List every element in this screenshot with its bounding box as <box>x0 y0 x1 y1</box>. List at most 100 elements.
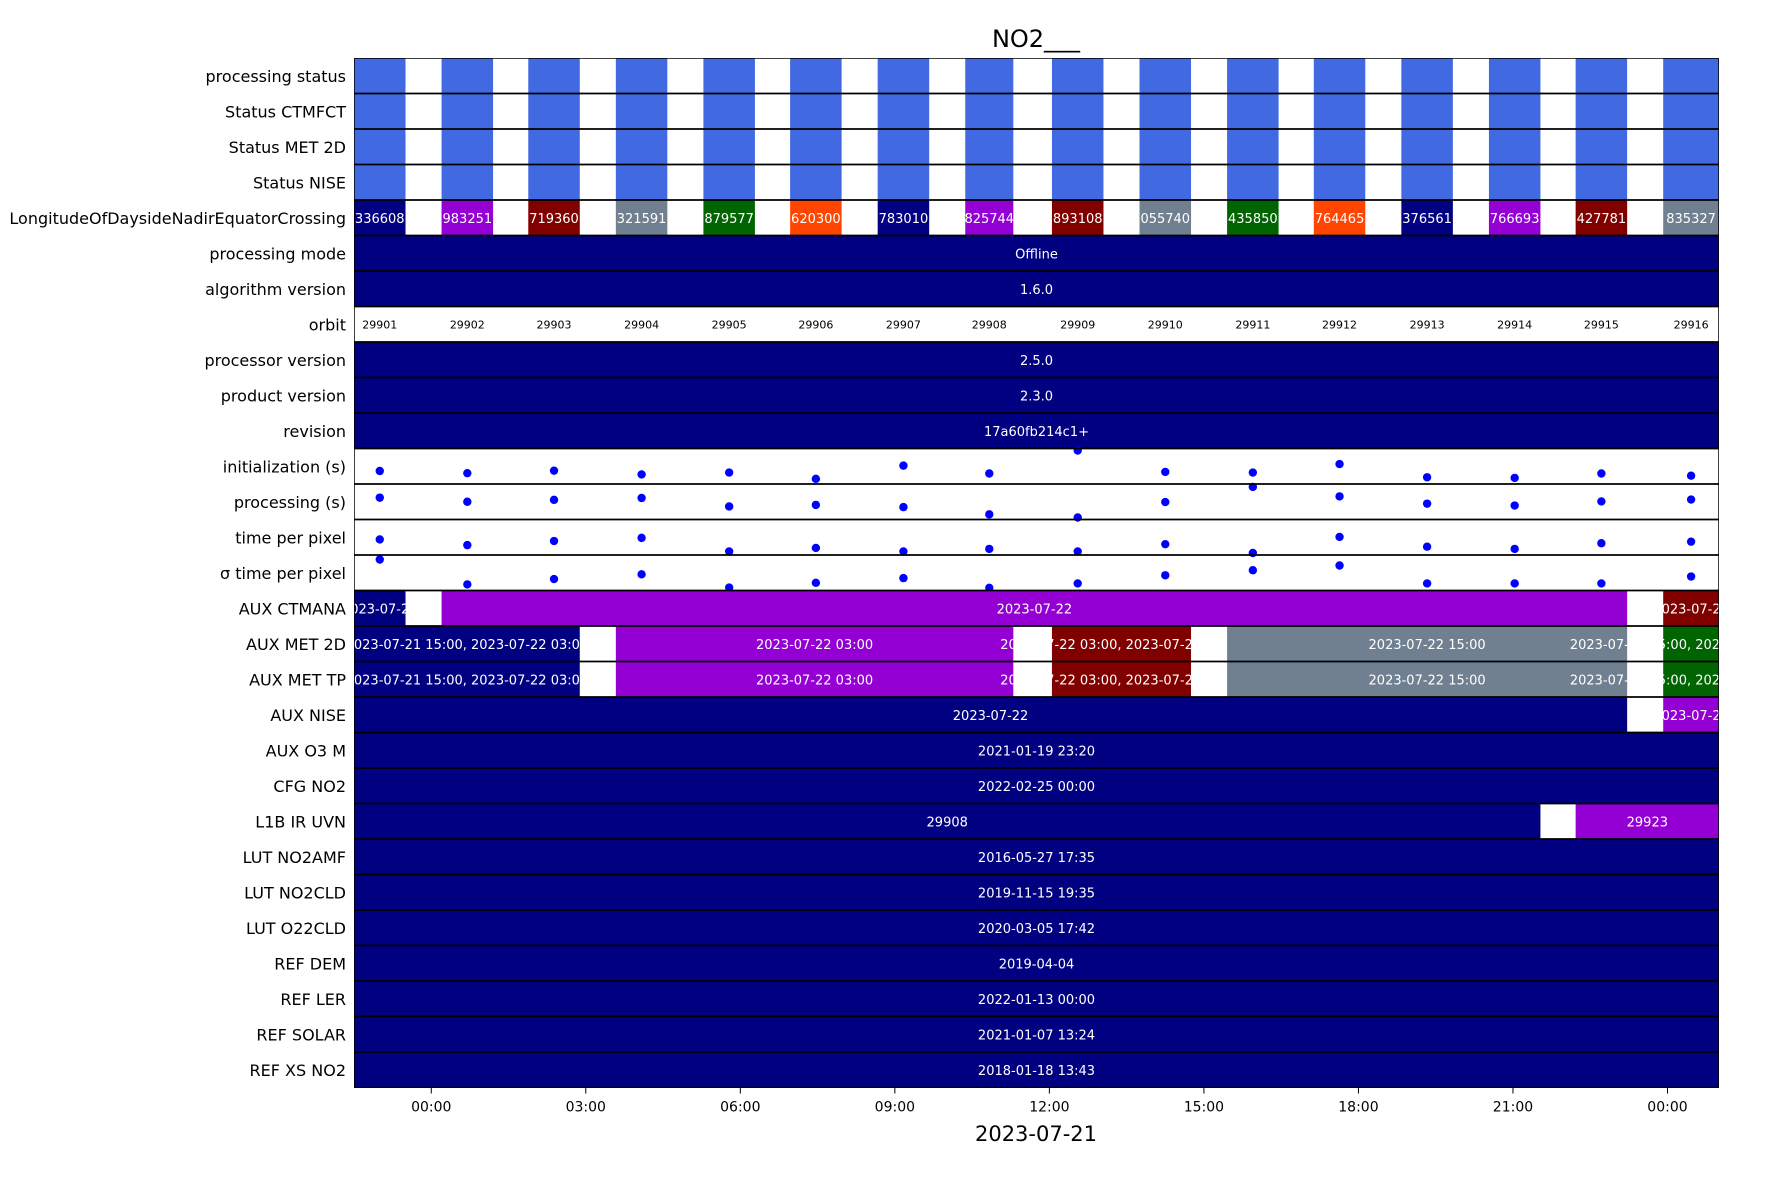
row-label-lut-no2amf: LUT NO2AMF <box>243 848 346 867</box>
row-initialization-s <box>375 446 1696 484</box>
segment-revision-0 <box>354 413 1719 449</box>
orbit-label-29907: 29907 <box>886 318 921 331</box>
row-time-per-pixel <box>375 532 1696 558</box>
dot-initialization-s-29909 <box>1073 446 1082 455</box>
orbit-label-29906: 29906 <box>798 318 833 331</box>
dot-processing-s-29911 <box>1248 482 1258 492</box>
row-status-nise <box>354 164 1719 200</box>
dot-time-per-pixel-29913 <box>1422 579 1432 588</box>
row-aux-nise: 2023-07-22 2023-07-23 <box>354 697 1719 733</box>
segment-text-aux-o3-m-0: 2021-01-19 23:20 <box>978 744 1095 759</box>
dot-processing-s-29910 <box>1161 497 1170 507</box>
dot-time-per-pixel-29902 <box>463 580 472 589</box>
bar-status-ctmfct-29909 <box>1051 93 1104 129</box>
row-label-status-ctmfct: Status CTMFCT <box>225 102 346 121</box>
bar-status-met-2d-29915 <box>1575 129 1628 165</box>
dot-processing-s-29915 <box>1597 497 1606 506</box>
bar-status-ctmfct-29905 <box>703 93 755 129</box>
dot-time-per-pixel-29906 <box>811 578 821 588</box>
dot-initialization-s-29911 <box>1248 468 1258 477</box>
bar-longitudeofdaysidenadirequatorcrossing-29916 <box>1663 200 1719 236</box>
x-axis-label: 2023-07-21 <box>975 1122 1097 1146</box>
row-algorithm-version: 1.6.0 <box>354 271 1719 307</box>
bar-processing-status-29916 <box>1663 58 1719 94</box>
dot-time-per-pixel-29914 <box>1510 579 1519 588</box>
bar-status-ctmfct-29906 <box>790 93 842 129</box>
bar-status-nise-29909 <box>1051 164 1104 200</box>
dot-time-per-pixel-29907 <box>899 573 908 583</box>
bar-longitudeofdaysidenadirequatorcrossing-29904 <box>615 200 668 236</box>
bar-longitudeofdaysidenadirequatorcrossing-29911 <box>1227 200 1279 236</box>
orbit-label-29903: 29903 <box>537 318 572 331</box>
x-tick-label-0: 00:00 <box>411 1100 451 1116</box>
dot-initialization-s-29903 <box>549 466 559 475</box>
segment-lut-o22cld-0 <box>354 910 1719 946</box>
row-label-aux-ctmana: AUX CTMANA <box>239 599 346 618</box>
bar-status-nise-29912 <box>1313 164 1366 200</box>
row-time-per-pixel <box>375 555 1696 593</box>
bar-status-ctmfct-29908 <box>965 93 1014 129</box>
dot-processing-s-29906 <box>811 500 821 510</box>
bar-processing-status-29909 <box>1051 58 1104 94</box>
bar-status-ctmfct-29907 <box>877 93 930 129</box>
dot-processing-s-29916 <box>1686 495 1696 504</box>
dot-initialization-s-29901 <box>375 466 384 476</box>
segment-text-aux-met-tp-0: 2023-07-21 15:00, 2023-07-22 03:00 <box>346 673 589 688</box>
bar-processing-status-29915 <box>1575 58 1628 94</box>
bar-status-met-2d-29909 <box>1051 129 1104 165</box>
bar-text-longitudeofdaysidenadirequatorcrossing-29914: 766693 <box>1490 212 1540 227</box>
dot-time-per-pixel-29915 <box>1597 579 1606 588</box>
bar-status-nise-29905 <box>703 164 755 200</box>
row-lut-o22cld: 2020-03-05 17:42 <box>354 910 1719 946</box>
bar-status-met-2d-29905 <box>703 129 755 165</box>
segment-text-processor-version-0: 2.5.0 <box>1020 354 1053 369</box>
segment-text-product-version-0: 2.3.0 <box>1020 389 1053 404</box>
dot-processing-s-29901 <box>375 493 384 502</box>
orbit-label-29912: 29912 <box>1322 318 1357 331</box>
segment-l1b-ir-uvn-1 <box>1575 803 1719 839</box>
row-aux-o3-m: 2021-01-19 23:20 <box>354 732 1719 768</box>
dot-processing-s-29902 <box>463 497 472 506</box>
x-tick-label-6: 18:00 <box>1338 1100 1378 1116</box>
dot-processing-s-29908 <box>985 510 994 519</box>
bar-longitudeofdaysidenadirequatorcrossing-29903 <box>528 200 580 236</box>
bar-longitudeofdaysidenadirequatorcrossing-29901 <box>354 200 406 236</box>
orbit-label-29909: 29909 <box>1060 318 1095 331</box>
segment-l1b-ir-uvn-0 <box>354 803 1541 839</box>
bar-text-longitudeofdaysidenadirequatorcrossing-29903: 719360 <box>529 212 579 227</box>
bar-status-nise-29901 <box>354 164 406 200</box>
bar-text-longitudeofdaysidenadirequatorcrossing-29906: 620300 <box>791 212 841 227</box>
bar-status-met-2d-29913 <box>1401 129 1453 165</box>
row-label-initialization-s: initialization (s) <box>223 457 346 476</box>
dot-time-per-pixel-29911 <box>1248 566 1258 575</box>
dot-time-per-pixel-29910 <box>1161 539 1170 549</box>
bar-status-met-2d-29904 <box>615 129 668 165</box>
row-label-processing-status: processing status <box>206 67 346 86</box>
bar-status-met-2d-29902 <box>441 129 494 165</box>
segment-text-aux-met-tp-3: 2023-07-22 15:00 <box>1369 673 1486 688</box>
dot-processing-s-29913 <box>1422 499 1432 508</box>
segment-aux-met-2d-2 <box>1051 626 1192 662</box>
segment-text-l1b-ir-uvn-1: 29923 <box>1627 815 1668 830</box>
bar-status-ctmfct-29904 <box>615 93 668 129</box>
segment-text-l1b-ir-uvn-0: 29908 <box>927 815 968 830</box>
segment-text-aux-met-2d-2: 2023-07-22 03:00, 2023-07-22 15:00 <box>1000 638 1243 653</box>
segment-processing-mode-0 <box>354 235 1719 271</box>
bar-status-met-2d-29901 <box>354 129 406 165</box>
row-processing-status <box>354 58 1719 94</box>
segment-aux-met-2d-1 <box>615 626 1014 662</box>
bar-status-ctmfct-29910 <box>1139 93 1192 129</box>
row-label-time-per-pixel: time per pixel <box>235 528 346 547</box>
bar-processing-status-29912 <box>1313 58 1366 94</box>
bar-status-ctmfct-29912 <box>1313 93 1366 129</box>
segment-aux-ctmana-0 <box>354 590 406 626</box>
segment-text-cfg-no2-0: 2022-02-25 00:00 <box>978 780 1095 795</box>
segment-ref-xs-no2-0 <box>354 1052 1719 1088</box>
segment-aux-met-tp-2 <box>1051 661 1192 697</box>
row-orbit: 29901 29902 29903 29904 29905 29906 29907 29908… <box>362 318 1708 331</box>
row-label-aux-met-2d: AUX MET 2D <box>246 635 346 654</box>
bar-longitudeofdaysidenadirequatorcrossing-29908 <box>965 200 1014 236</box>
row-l1b-ir-uvn: 29908 29923 <box>354 803 1719 839</box>
row-label-aux-nise: AUX NISE <box>270 706 346 725</box>
dot-initialization-s-29906 <box>811 474 821 484</box>
